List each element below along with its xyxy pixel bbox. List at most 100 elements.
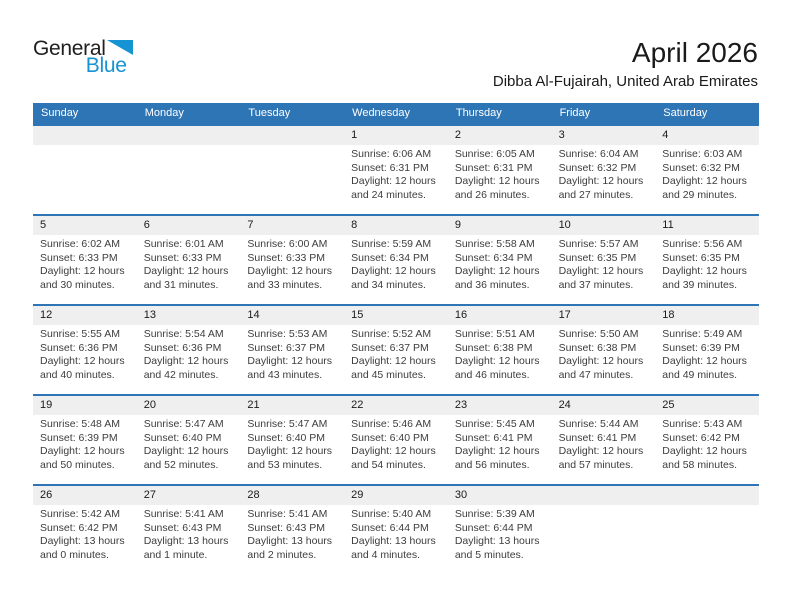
day-cell-11: Sunrise: 5:56 AM Sunset: 6:35 PM Daylight:… bbox=[655, 235, 759, 292]
day-info-line: Daylight: 12 hours bbox=[454, 265, 540, 277]
day-number-17: 17 bbox=[558, 309, 571, 321]
day-info-line: Sunset: 6:34 PM bbox=[351, 251, 429, 264]
day-info-line: and 46 minutes. bbox=[454, 368, 530, 381]
day-info-line: Daylight: 13 hours bbox=[247, 535, 333, 547]
date-band: 1 2 3 4 bbox=[33, 126, 759, 145]
empty-day-number bbox=[240, 126, 344, 145]
day-info-line: Daylight: 12 hours bbox=[40, 265, 125, 277]
day-info-line: Daylight: 12 hours bbox=[40, 355, 125, 367]
day-info-line: Sunrise: 5:56 AM bbox=[662, 238, 743, 250]
day-info-line: and 52 minutes. bbox=[143, 458, 219, 471]
day-info-line: Sunrise: 5:43 AM bbox=[662, 418, 743, 430]
day-info-line: Daylight: 12 hours bbox=[454, 445, 540, 457]
day-info-line: Sunset: 6:41 PM bbox=[454, 431, 533, 444]
week-row-3: 12 13 14 15 16 17 18 Sunrise: 5:55 AM Sunset: 6:… bbox=[33, 304, 759, 394]
day-info-line: and 30 minutes. bbox=[40, 278, 115, 291]
day-info-line: Daylight: 12 hours bbox=[454, 355, 540, 367]
date-band: 19 20 21 22 23 24 25 bbox=[33, 396, 759, 415]
day-info-line: and 49 minutes. bbox=[662, 368, 737, 381]
day-cell-22: Sunrise: 5:46 AM Sunset: 6:40 PM Daylight:… bbox=[344, 415, 448, 472]
day-cell-14: Sunrise: 5:53 AM Sunset: 6:37 PM Daylight:… bbox=[240, 325, 344, 382]
day-number-11: 11 bbox=[662, 219, 674, 231]
day-info-line: Sunset: 6:44 PM bbox=[454, 521, 533, 534]
day-info-line: and 45 minutes. bbox=[351, 368, 426, 381]
empty-day-cell bbox=[655, 505, 759, 562]
day-number-3: 3 bbox=[558, 129, 565, 141]
day-info-line: Daylight: 12 hours bbox=[662, 445, 747, 457]
day-info-line: Sunrise: 6:05 AM bbox=[454, 148, 535, 160]
calendar-table: Sunday Monday Tuesday Wednesday Thursday Frid… bbox=[33, 103, 759, 574]
day-number-14: 14 bbox=[247, 309, 260, 321]
day-info-line: Sunset: 6:38 PM bbox=[558, 341, 637, 354]
day-number-1: 1 bbox=[351, 129, 358, 141]
day-number-23: 23 bbox=[454, 399, 468, 411]
day-info-line: and 1 minute. bbox=[143, 548, 208, 561]
day-number-18: 18 bbox=[662, 309, 675, 321]
day-info-line: Sunrise: 5:42 AM bbox=[40, 508, 120, 520]
day-number-2: 2 bbox=[454, 129, 461, 141]
day-info-line: Daylight: 12 hours bbox=[662, 355, 747, 367]
day-info-line: Daylight: 12 hours bbox=[143, 355, 229, 367]
weekday-header-monday: Monday bbox=[144, 107, 184, 119]
day-cell-19: Sunrise: 5:48 AM Sunset: 6:39 PM Daylight:… bbox=[33, 415, 137, 472]
day-info-line: Daylight: 12 hours bbox=[143, 265, 229, 277]
day-info-line: and 56 minutes. bbox=[454, 458, 530, 471]
day-number-7: 7 bbox=[247, 219, 254, 231]
day-number-30: 30 bbox=[454, 489, 468, 501]
weekday-header-tuesday: Tuesday bbox=[248, 107, 291, 119]
weekday-header-thursday: Thursday bbox=[455, 107, 502, 119]
day-cell-8: Sunrise: 5:59 AM Sunset: 6:34 PM Daylight:… bbox=[344, 235, 448, 292]
empty-day-number bbox=[33, 126, 137, 145]
day-info-line: Daylight: 12 hours bbox=[558, 355, 644, 367]
day-info-line: Sunrise: 6:06 AM bbox=[351, 148, 432, 160]
day-info-line: Sunset: 6:34 PM bbox=[454, 251, 533, 264]
day-info-line: Sunset: 6:37 PM bbox=[247, 341, 326, 354]
day-cell-27: Sunrise: 5:41 AM Sunset: 6:43 PM Daylight:… bbox=[137, 505, 241, 562]
empty-day-number bbox=[552, 486, 656, 505]
week-row-4: 19 20 21 22 23 24 25 Sunrise: 5:48 AM Sunset: 6:… bbox=[33, 394, 759, 484]
day-cell-13: Sunrise: 5:54 AM Sunset: 6:36 PM Daylight:… bbox=[137, 325, 241, 382]
day-cell-29: Sunrise: 5:40 AM Sunset: 6:44 PM Daylight:… bbox=[344, 505, 448, 562]
day-info-line: Sunset: 6:31 PM bbox=[454, 161, 533, 174]
day-info-line: and 24 minutes. bbox=[351, 188, 426, 201]
day-info-line: Daylight: 12 hours bbox=[351, 175, 436, 187]
day-info-line: Sunrise: 6:00 AM bbox=[247, 238, 328, 250]
day-cell-10: Sunrise: 5:57 AM Sunset: 6:35 PM Daylight:… bbox=[552, 235, 656, 292]
month-title: April 2026 bbox=[631, 37, 758, 68]
day-info-line: and 57 minutes. bbox=[558, 458, 634, 471]
day-cell-24: Sunrise: 5:44 AM Sunset: 6:41 PM Daylight:… bbox=[552, 415, 656, 472]
day-cell-5: Sunrise: 6:02 AM Sunset: 6:33 PM Daylight:… bbox=[33, 235, 137, 292]
day-number-13: 13 bbox=[143, 309, 156, 321]
day-number-28: 28 bbox=[247, 489, 260, 501]
day-info-line: Daylight: 12 hours bbox=[558, 265, 644, 277]
day-info-line: Sunset: 6:36 PM bbox=[40, 341, 118, 354]
day-info-line: and 2 minutes. bbox=[247, 548, 317, 561]
day-info-line: Sunrise: 5:45 AM bbox=[454, 418, 535, 430]
day-info-line: Sunrise: 6:04 AM bbox=[558, 148, 639, 160]
day-info-line: Sunset: 6:43 PM bbox=[143, 521, 222, 534]
day-info-line: Sunrise: 5:53 AM bbox=[247, 328, 328, 340]
day-number-9: 9 bbox=[454, 219, 461, 231]
weekday-header-friday: Friday bbox=[559, 107, 591, 119]
logo-text-general: General bbox=[33, 37, 106, 60]
day-number-29: 29 bbox=[351, 489, 364, 501]
logo-triangle-icon bbox=[106, 40, 133, 55]
day-number-6: 6 bbox=[143, 219, 150, 231]
day-info-line: Sunrise: 5:49 AM bbox=[662, 328, 743, 340]
day-info-line: Daylight: 13 hours bbox=[454, 535, 540, 547]
day-cell-6: Sunrise: 6:01 AM Sunset: 6:33 PM Daylight:… bbox=[137, 235, 241, 292]
day-info-line: and 54 minutes. bbox=[351, 458, 426, 471]
day-info-line: Daylight: 13 hours bbox=[40, 535, 125, 547]
day-info-line: Sunrise: 5:44 AM bbox=[558, 418, 639, 430]
week-content: Sunrise: 5:48 AM Sunset: 6:39 PM Daylight:… bbox=[33, 415, 759, 472]
day-info-line: and 33 minutes. bbox=[247, 278, 323, 291]
day-number-12: 12 bbox=[40, 309, 53, 321]
day-cell-30: Sunrise: 5:39 AM Sunset: 6:44 PM Daylight:… bbox=[448, 505, 552, 562]
day-info-line: Sunset: 6:32 PM bbox=[662, 161, 740, 174]
date-band: 12 13 14 15 16 17 18 bbox=[33, 306, 759, 325]
day-info-line: Sunset: 6:40 PM bbox=[143, 431, 222, 444]
day-number-15: 15 bbox=[351, 309, 364, 321]
day-info-line: and 39 minutes. bbox=[662, 278, 737, 291]
day-info-line: Sunset: 6:42 PM bbox=[662, 431, 740, 444]
